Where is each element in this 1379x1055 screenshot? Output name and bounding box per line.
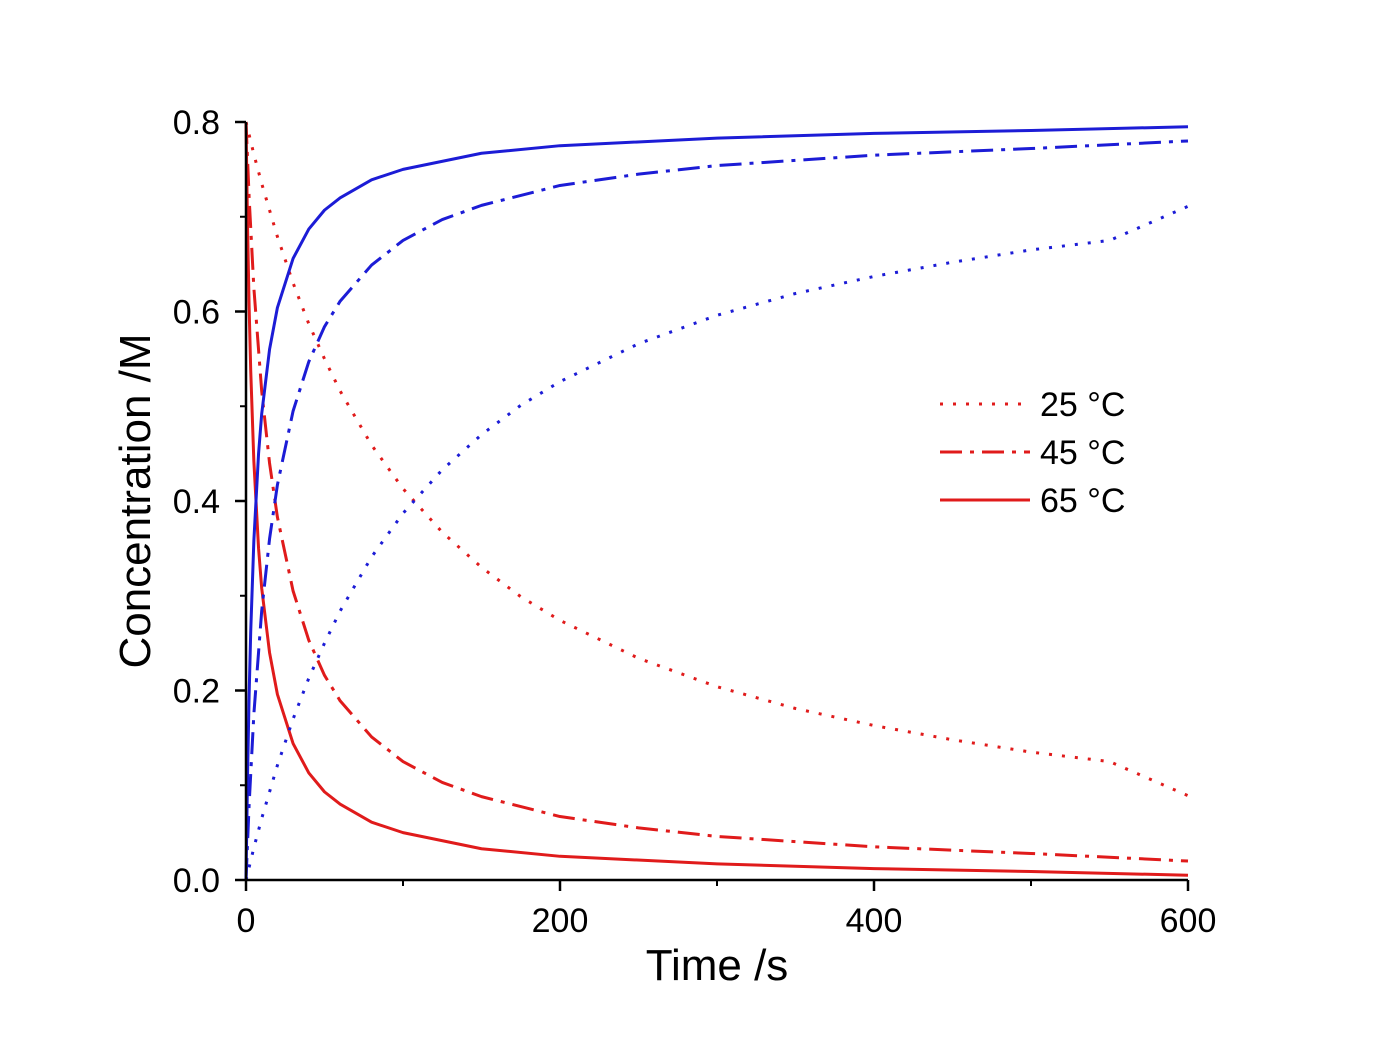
x-tick-label: 0 — [237, 902, 256, 940]
y-tick-label: 0.8 — [173, 104, 220, 142]
series-line-product-25c — [244, 204, 1189, 881]
ticks-layer: 0 200 400 600 0.0 0.2 0.4 0.6 0.8 — [173, 104, 1217, 940]
x-axis-title: Time /s — [646, 941, 789, 990]
legend-label: 65 °C — [1040, 482, 1125, 520]
x-tick-label: 600 — [1160, 902, 1217, 940]
x-tick-label: 400 — [846, 902, 903, 940]
legend-label: 45 °C — [1040, 434, 1125, 472]
x-tick-label: 200 — [532, 902, 589, 940]
y-axis-title: Concentration /M — [111, 333, 160, 668]
series-line-reactant-25c — [244, 121, 1189, 798]
series-line-product-65c — [244, 125, 1189, 881]
y-tick-label: 0.2 — [173, 673, 220, 711]
series-layer — [244, 121, 1189, 881]
y-tick-label: 0.0 — [173, 862, 220, 900]
legend: 25 °C 45 °C 65 °C — [940, 386, 1125, 520]
legend-label: 25 °C — [1040, 386, 1125, 424]
y-tick-label: 0.4 — [173, 483, 220, 521]
y-tick-label: 0.6 — [173, 294, 220, 332]
series-line-reactant-65c — [244, 121, 1189, 877]
